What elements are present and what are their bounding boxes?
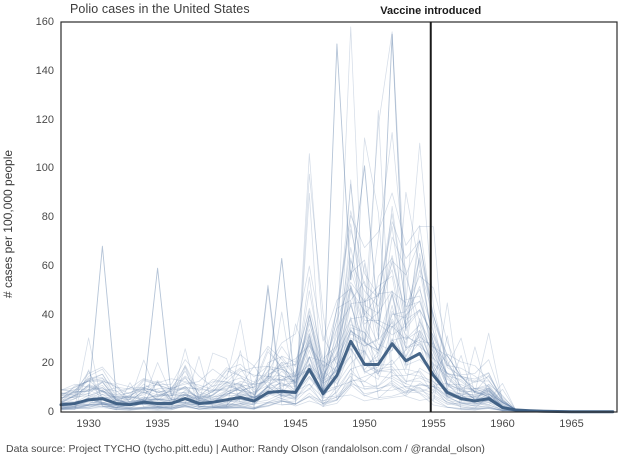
data-source-footer: Data source: Project TYCHO (tycho.pitt.e… <box>6 443 485 455</box>
x-tick-1965: 1965 <box>559 418 584 430</box>
x-tick-1930: 1930 <box>76 418 101 430</box>
y-tick-20: 20 <box>41 357 54 370</box>
x-tick-1950: 1950 <box>352 418 377 430</box>
x-tick-1935: 1935 <box>145 418 170 430</box>
page-title: Polio cases in the United States <box>70 2 250 16</box>
state-series-lines <box>60 26 613 413</box>
x-tick-1945: 1945 <box>283 418 308 430</box>
y-tick-40: 40 <box>41 308 54 321</box>
axes-frame <box>60 21 618 413</box>
y-tick-60: 60 <box>41 259 54 272</box>
y-tick-100: 100 <box>35 162 54 175</box>
y-axis-title: # cases per 100,000 people <box>1 149 15 299</box>
x-tick-1940: 1940 <box>214 418 239 430</box>
x-tick-1955: 1955 <box>421 418 446 430</box>
y-tick-80: 80 <box>41 211 54 223</box>
y-tick-140: 140 <box>35 64 54 77</box>
vaccine-introduced-annotation-label: Vaccine introduced <box>380 5 482 17</box>
national-mean-line <box>59 339 615 414</box>
y-tick-0: 0 <box>47 406 54 418</box>
x-tick-1960: 1960 <box>490 418 515 430</box>
y-tick-120: 120 <box>35 113 54 126</box>
y-tick-160: 160 <box>35 16 54 28</box>
